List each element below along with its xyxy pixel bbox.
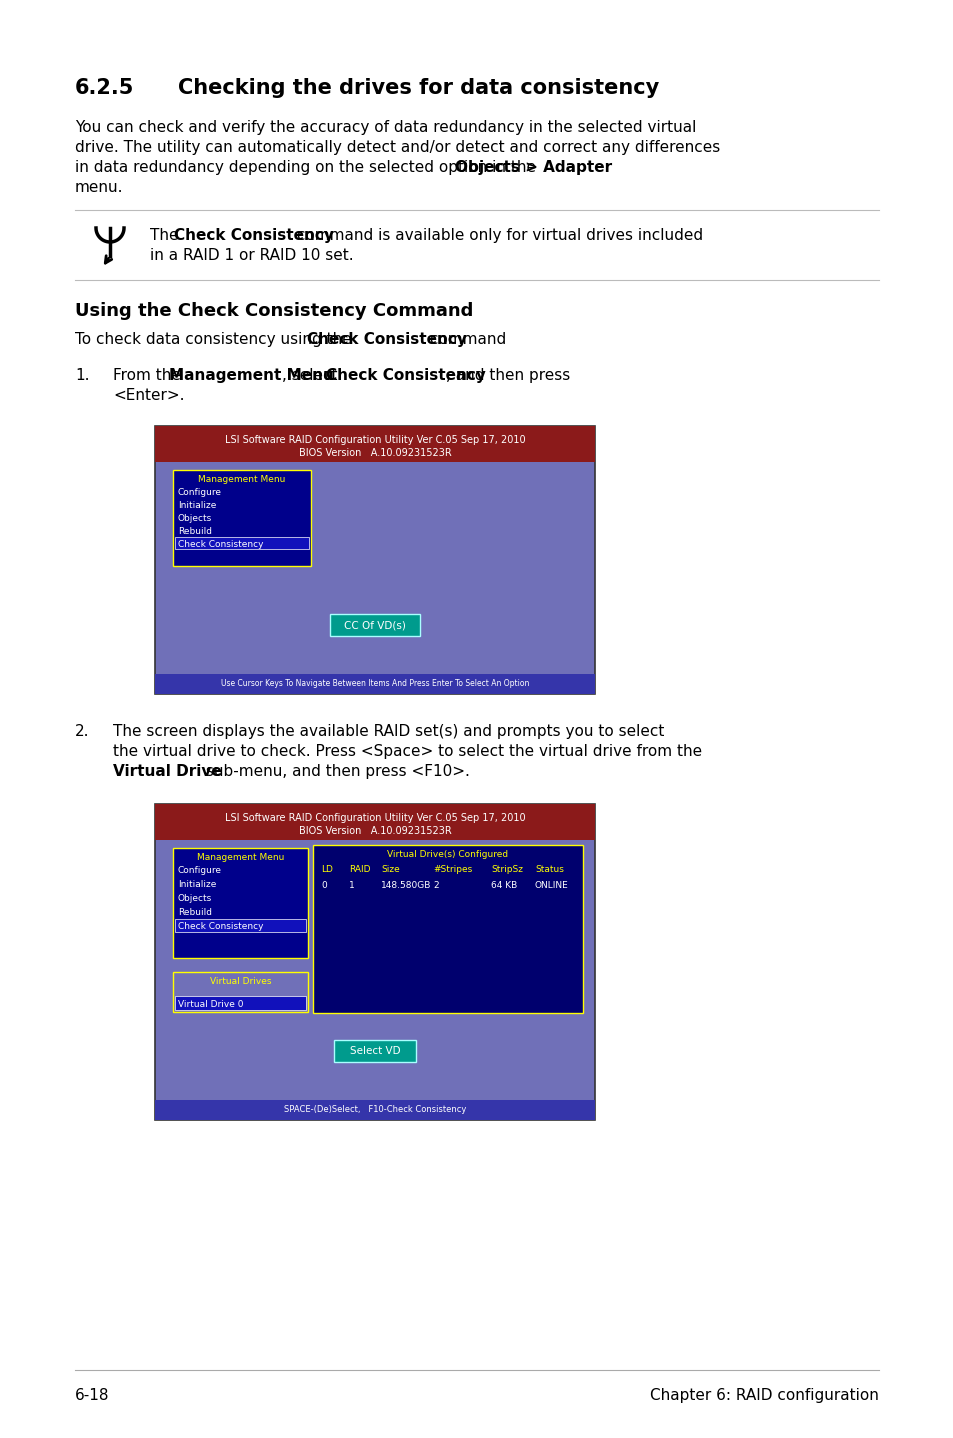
Text: Rebuild: Rebuild (178, 907, 212, 917)
Bar (172, 470, 311, 567)
Text: Initialize: Initialize (178, 880, 216, 889)
Text: Virtual Drives: Virtual Drives (210, 976, 271, 986)
Text: To check data consistency using the: To check data consistency using the (75, 332, 356, 347)
Text: Objects > Adapter: Objects > Adapter (455, 160, 612, 175)
Text: 0: 0 (320, 881, 327, 890)
Text: Checking the drives for data consistency: Checking the drives for data consistency (178, 78, 659, 98)
Text: 2.: 2. (75, 723, 90, 739)
Text: 1.: 1. (75, 368, 90, 383)
Text: menu.: menu. (75, 180, 123, 196)
Text: 1: 1 (349, 881, 355, 890)
Bar (154, 1100, 595, 1120)
Text: Objects: Objects (178, 894, 212, 903)
Text: Objects: Objects (178, 513, 212, 523)
Text: drive. The utility can automatically detect and/or detect and correct any differ: drive. The utility can automatically det… (75, 139, 720, 155)
Text: in a RAID 1 or RAID 10 set.: in a RAID 1 or RAID 10 set. (150, 247, 354, 263)
Text: <Enter>.: <Enter>. (112, 388, 184, 403)
Text: SPACE-(De)Select,   F10-Check Consistency: SPACE-(De)Select, F10-Check Consistency (283, 1106, 466, 1114)
Text: command is available only for virtual drives included: command is available only for virtual dr… (292, 229, 702, 243)
Text: Check Consistency: Check Consistency (173, 229, 334, 243)
Text: Check Consistency: Check Consistency (178, 922, 263, 930)
Bar (154, 674, 595, 695)
Text: RAID: RAID (349, 866, 370, 874)
Text: Rebuild: Rebuild (178, 526, 212, 536)
Text: Chapter 6: RAID configuration: Chapter 6: RAID configuration (649, 1388, 878, 1403)
Bar (334, 1040, 416, 1063)
Text: Check Consistency: Check Consistency (326, 368, 485, 383)
Text: #Stripes: #Stripes (433, 866, 472, 874)
Bar (154, 426, 595, 695)
Text: Size: Size (380, 866, 399, 874)
Text: Initialize: Initialize (178, 500, 216, 510)
Text: Virtual Drive(s) Configured: Virtual Drive(s) Configured (387, 850, 508, 858)
Text: 6.2.5: 6.2.5 (75, 78, 134, 98)
Bar (154, 804, 595, 1120)
Text: Check Consistency: Check Consistency (307, 332, 466, 347)
Text: LD: LD (320, 866, 333, 874)
Text: Virtual Drive 0: Virtual Drive 0 (178, 999, 243, 1009)
Bar (174, 997, 306, 1009)
Text: Management Menu: Management Menu (169, 368, 334, 383)
Text: Use Cursor Keys To Navigate Between Items And Press Enter To Select An Option: Use Cursor Keys To Navigate Between Item… (220, 680, 529, 689)
Text: CC Of VD(s): CC Of VD(s) (344, 620, 406, 630)
Bar (172, 848, 308, 958)
Bar (174, 536, 309, 549)
Bar (172, 972, 308, 1012)
Text: the virtual drive to check. Press <Space> to select the virtual drive from the: the virtual drive to check. Press <Space… (112, 743, 701, 759)
Text: Management Menu: Management Menu (198, 475, 285, 485)
Text: , and then press: , and then press (446, 368, 570, 383)
Text: Status: Status (535, 866, 563, 874)
Text: Select VD: Select VD (350, 1045, 400, 1055)
Text: 148.580GB: 148.580GB (380, 881, 431, 890)
Text: , select: , select (282, 368, 342, 383)
Text: BIOS Version   A.10.09231523R: BIOS Version A.10.09231523R (298, 825, 451, 835)
Text: LSI Software RAID Configuration Utility Ver C.05 Sep 17, 2010: LSI Software RAID Configuration Utility … (225, 436, 525, 444)
Text: From the: From the (112, 368, 186, 383)
Bar (313, 846, 582, 1012)
Text: The screen displays the available RAID set(s) and prompts you to select: The screen displays the available RAID s… (112, 723, 663, 739)
Text: in data redundancy depending on the selected option in the: in data redundancy depending on the sele… (75, 160, 540, 175)
Text: Using the Check Consistency Command: Using the Check Consistency Command (75, 302, 473, 321)
Text: Configure: Configure (178, 487, 222, 498)
Text: The: The (150, 229, 183, 243)
Text: 6-18: 6-18 (75, 1388, 110, 1403)
Text: sub-menu, and then press <F10>.: sub-menu, and then press <F10>. (201, 764, 470, 779)
Text: You can check and verify the accuracy of data redundancy in the selected virtual: You can check and verify the accuracy of… (75, 119, 696, 135)
Text: Virtual Drive: Virtual Drive (112, 764, 221, 779)
Bar (330, 614, 419, 636)
Text: Check Consistency: Check Consistency (178, 541, 263, 549)
Text: Configure: Configure (178, 866, 222, 874)
Text: ONLINE: ONLINE (535, 881, 568, 890)
Text: BIOS Version   A.10.09231523R: BIOS Version A.10.09231523R (298, 449, 451, 457)
Bar (154, 804, 595, 840)
Text: command: command (424, 332, 506, 347)
Bar (154, 426, 595, 462)
Text: Management Menu: Management Menu (196, 853, 284, 861)
Bar (174, 919, 306, 932)
Text: 64 KB: 64 KB (491, 881, 517, 890)
Text: 2: 2 (433, 881, 438, 890)
Text: StripSz: StripSz (491, 866, 522, 874)
Text: LSI Software RAID Configuration Utility Ver C.05 Sep 17, 2010: LSI Software RAID Configuration Utility … (225, 812, 525, 823)
